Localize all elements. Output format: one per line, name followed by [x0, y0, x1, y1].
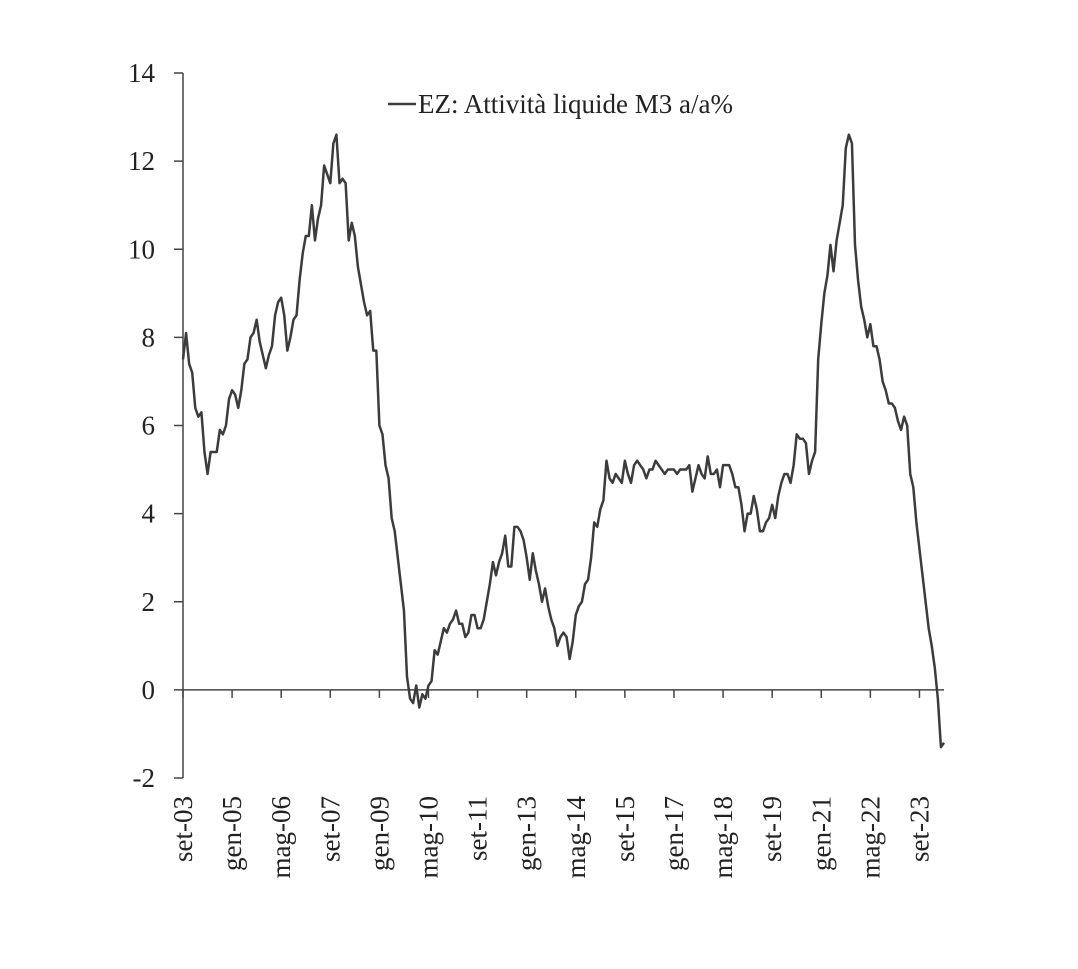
y-tick-label: 12 [128, 146, 155, 176]
plot-area [181, 133, 946, 749]
x-tick-label: gen-13 [512, 796, 542, 871]
x-tick-label: set-15 [610, 796, 640, 862]
x-tick-label: mag-14 [561, 796, 591, 879]
series-line-ez-m3 [181, 133, 946, 749]
y-tick-label: 10 [128, 234, 155, 264]
x-tick-label: gen-05 [217, 796, 247, 871]
y-tick-label: 8 [142, 322, 156, 352]
y-tick-label: 0 [142, 675, 156, 705]
x-tick-label: mag-10 [413, 796, 443, 878]
x-tick-label: set-19 [757, 796, 787, 862]
x-tick-label: set-03 [168, 796, 198, 862]
x-tick-label: mag-18 [708, 796, 738, 878]
y-tick-label: 14 [128, 58, 156, 88]
x-tick-label: gen-09 [364, 796, 394, 871]
x-tick-label: set-11 [463, 796, 493, 861]
x-tick-label: set-07 [315, 796, 345, 862]
x-tick-label: gen-17 [659, 796, 689, 871]
y-axis: -2 0 2 4 6 8 10 12 14 [128, 58, 184, 793]
x-tick-label: mag-06 [266, 796, 296, 878]
y-tick-label: 2 [142, 587, 156, 617]
y-tick-label: 6 [142, 411, 156, 441]
x-tick-label: gen-21 [806, 796, 836, 871]
x-tick-label: mag-22 [855, 796, 885, 878]
x-axis: set-03 gen-05 mag-06 set-07 gen-09 mag-10 set-… [168, 689, 944, 879]
y-tick-label: -2 [133, 763, 156, 793]
y-tick-label: 4 [142, 499, 156, 529]
x-tick-label: set-23 [904, 796, 934, 862]
legend-label: EZ: Attività liquide M3 a/a% [418, 89, 733, 119]
legend: EZ: Attività liquide M3 a/a% [388, 89, 733, 119]
